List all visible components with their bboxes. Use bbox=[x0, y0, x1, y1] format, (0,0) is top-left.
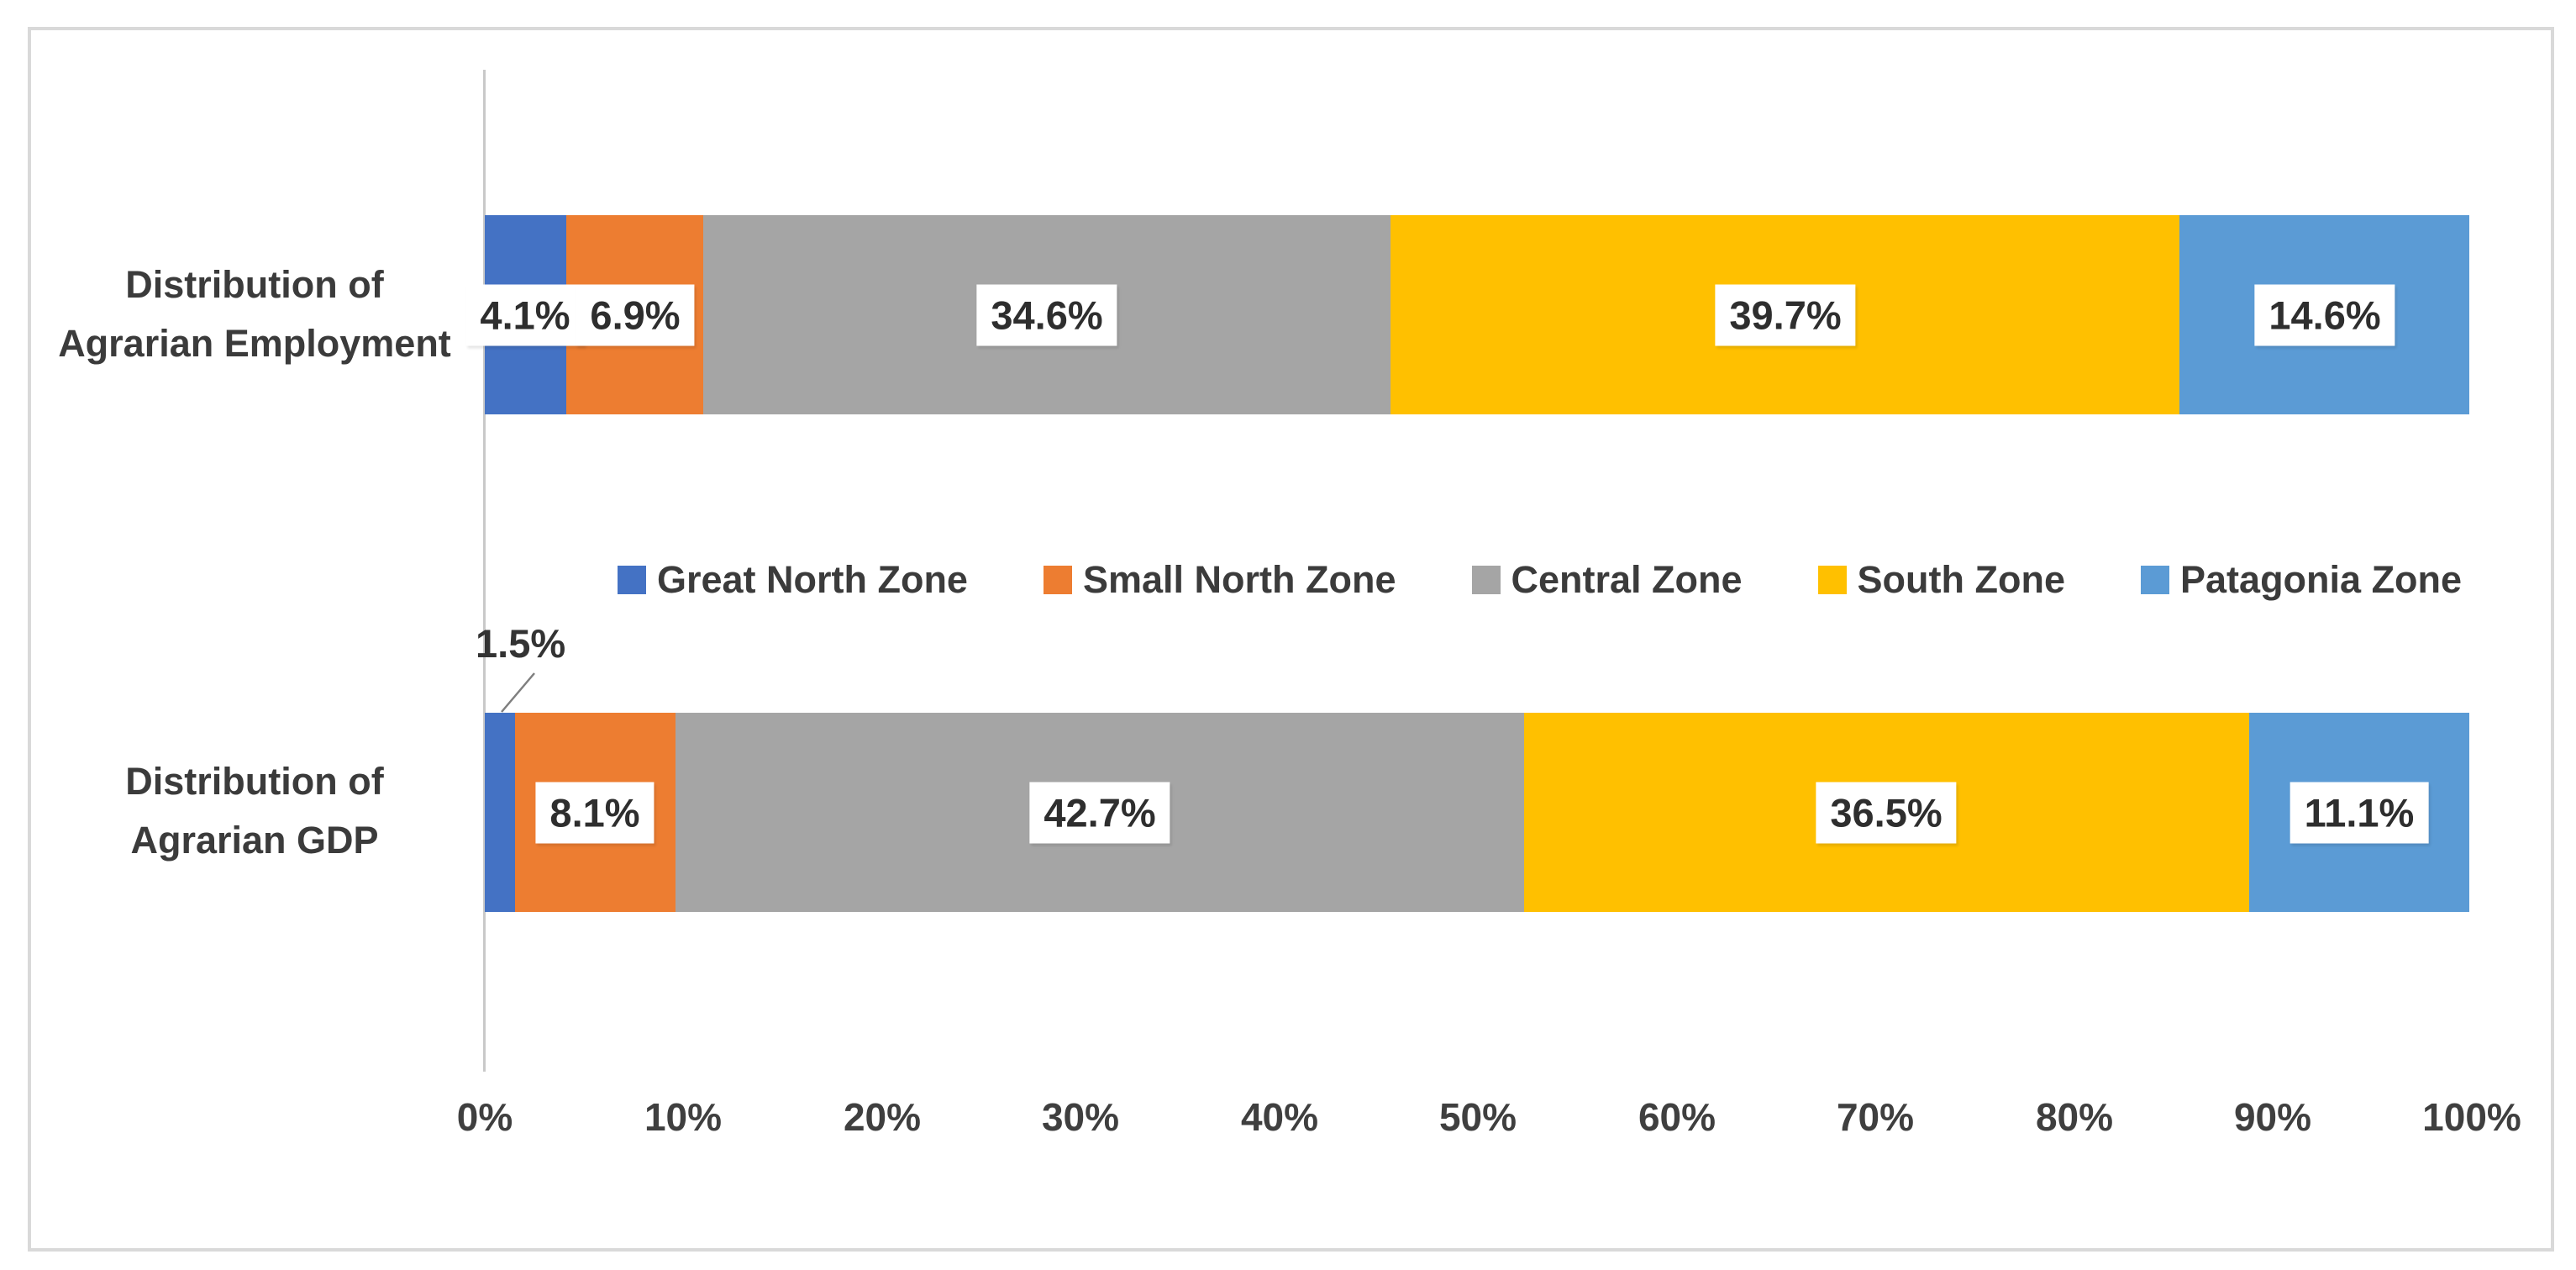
legend-item: Great North Zone bbox=[617, 558, 968, 602]
x-axis-tick-label: 0% bbox=[456, 1095, 513, 1139]
legend-swatch-icon bbox=[1471, 566, 1501, 594]
category-label-line: Distribution of bbox=[125, 263, 384, 306]
data-label: 6.9% bbox=[576, 284, 695, 346]
x-axis-tick-label: 100% bbox=[2422, 1095, 2521, 1139]
category-label-line: Distribution of bbox=[125, 760, 384, 803]
legend-label: Small North Zone bbox=[1082, 558, 1396, 601]
legend-item: South Zone bbox=[1817, 558, 2066, 602]
legend: Great North Zone Small North Zone Central … bbox=[546, 558, 2533, 602]
legend-swatch-icon bbox=[1043, 566, 1072, 594]
x-axis-tick-label: 10% bbox=[644, 1095, 723, 1139]
bar-segment bbox=[485, 713, 515, 912]
data-label: 4.1% bbox=[465, 284, 585, 346]
legend-swatch-icon bbox=[2141, 566, 2170, 594]
data-label: 34.6% bbox=[976, 284, 1117, 346]
category-label-line: Agrarian GDP bbox=[130, 819, 379, 862]
x-axis-tick-label: 50% bbox=[1438, 1095, 1517, 1139]
x-axis-tick-label: 40% bbox=[1240, 1095, 1319, 1139]
stacked-bar-agrarian-gdp bbox=[485, 713, 2470, 912]
x-axis-tick-label: 20% bbox=[843, 1095, 922, 1139]
category-axis-line bbox=[483, 70, 486, 1072]
callout-leader-line bbox=[501, 672, 535, 713]
category-label-line: Agrarian Employment bbox=[58, 322, 451, 365]
data-label: 8.1% bbox=[535, 782, 655, 844]
stacked-bar-agrarian-employment bbox=[485, 215, 2470, 414]
legend-item: Central Zone bbox=[1471, 558, 1743, 602]
x-axis-tick-label: 80% bbox=[2035, 1095, 2114, 1139]
legend-swatch-icon bbox=[617, 566, 646, 594]
legend-item: Patagonia Zone bbox=[2141, 558, 2462, 602]
legend-label: Patagonia Zone bbox=[2180, 558, 2463, 601]
data-label: 11.1% bbox=[2289, 782, 2429, 844]
legend-label: Great North Zone bbox=[656, 558, 968, 601]
x-axis-tick-label: 30% bbox=[1041, 1095, 1120, 1139]
x-axis-tick-label: 90% bbox=[2233, 1095, 2312, 1139]
legend-swatch-icon bbox=[1817, 566, 1847, 594]
legend-label: South Zone bbox=[1857, 558, 2066, 601]
data-label: 42.7% bbox=[1029, 782, 1170, 844]
x-axis-tick-label: 70% bbox=[1836, 1095, 1915, 1139]
legend-item: Small North Zone bbox=[1043, 558, 1396, 602]
x-axis-tick-label: 60% bbox=[1638, 1095, 1716, 1139]
callout-label: 1.5% bbox=[476, 621, 566, 666]
category-label: Distribution of Agrarian Employment bbox=[49, 256, 460, 373]
category-label: Distribution of Agrarian GDP bbox=[49, 752, 460, 870]
chart-frame bbox=[28, 27, 2554, 1252]
data-label: 36.5% bbox=[1816, 782, 1957, 844]
legend-label: Central Zone bbox=[1511, 558, 1743, 601]
data-label: 14.6% bbox=[2254, 284, 2395, 346]
data-label: 39.7% bbox=[1715, 284, 1856, 346]
